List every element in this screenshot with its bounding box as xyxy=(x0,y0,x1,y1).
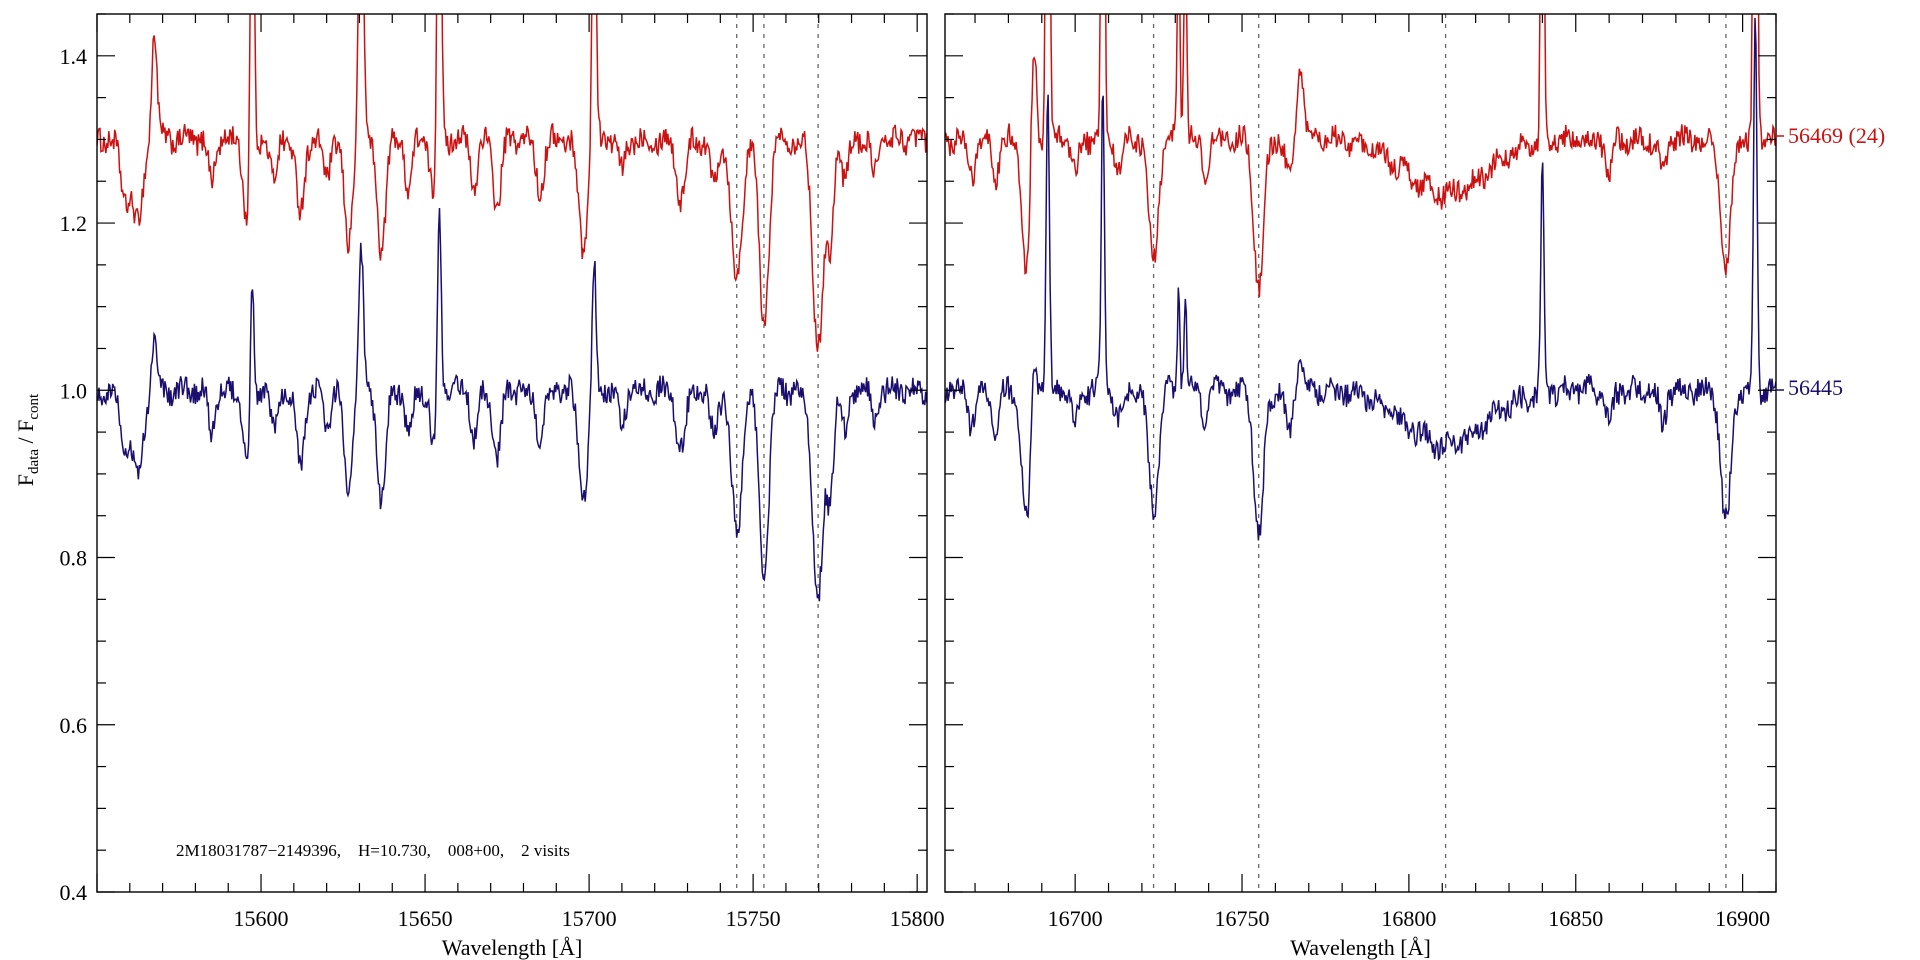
x-tick-label: 15800 xyxy=(890,906,945,931)
series-line-red xyxy=(945,14,1776,298)
x-axis-label: Wavelength [Å] xyxy=(442,935,583,960)
y-tick-label: 0.8 xyxy=(60,546,88,571)
x-tick-label: 15750 xyxy=(726,906,781,931)
left-panel: 15600 15650 15700 15750 15800 Wavelength [Å] 0… xyxy=(60,13,945,960)
ylabel-main: F xyxy=(13,474,38,486)
x-tick-label: 16750 xyxy=(1215,906,1270,931)
y-tick-label: 0.4 xyxy=(60,880,88,905)
ylabel-group: Fdata / Fcont xyxy=(13,393,42,486)
x-tick-label: 15650 xyxy=(398,906,453,931)
ylabel-den-sub: cont xyxy=(26,393,42,420)
x-axis-label: Wavelength [Å] xyxy=(1290,935,1431,960)
ylabel-num-sub: data xyxy=(26,449,42,474)
annotation-text: 2M18031787−2149396, H=10.730, 008+00, 2 … xyxy=(176,841,570,860)
plot-frame xyxy=(96,13,928,893)
series-line-blue xyxy=(97,208,927,602)
series-line-red xyxy=(97,14,927,352)
x-tick-label: 16700 xyxy=(1048,906,1103,931)
legend-label-red: 56469 (24) xyxy=(1788,123,1885,148)
plot-frame xyxy=(944,13,1777,893)
x-tick-label: 15700 xyxy=(562,906,617,931)
x-tick-label: 16900 xyxy=(1715,906,1770,931)
y-axis-label: Fdata / Fcont xyxy=(13,393,42,486)
y-tick-label: 1.0 xyxy=(60,378,88,403)
legend-label-blue: 56445 xyxy=(1788,375,1843,400)
y-tick-label: 1.4 xyxy=(60,44,88,69)
x-tick-label: 15600 xyxy=(234,906,289,931)
y-tick-label: 0.6 xyxy=(60,713,88,738)
series-line-blue xyxy=(945,17,1776,541)
right-panel: 16700 16750 16800 16850 16900 Wavelength [Å] xyxy=(944,13,1777,960)
x-tick-label: 16800 xyxy=(1381,906,1436,931)
x-tick-label: 16850 xyxy=(1548,906,1603,931)
y-tick-label: 1.2 xyxy=(60,211,88,236)
ylabel-sep: / F xyxy=(13,420,38,449)
